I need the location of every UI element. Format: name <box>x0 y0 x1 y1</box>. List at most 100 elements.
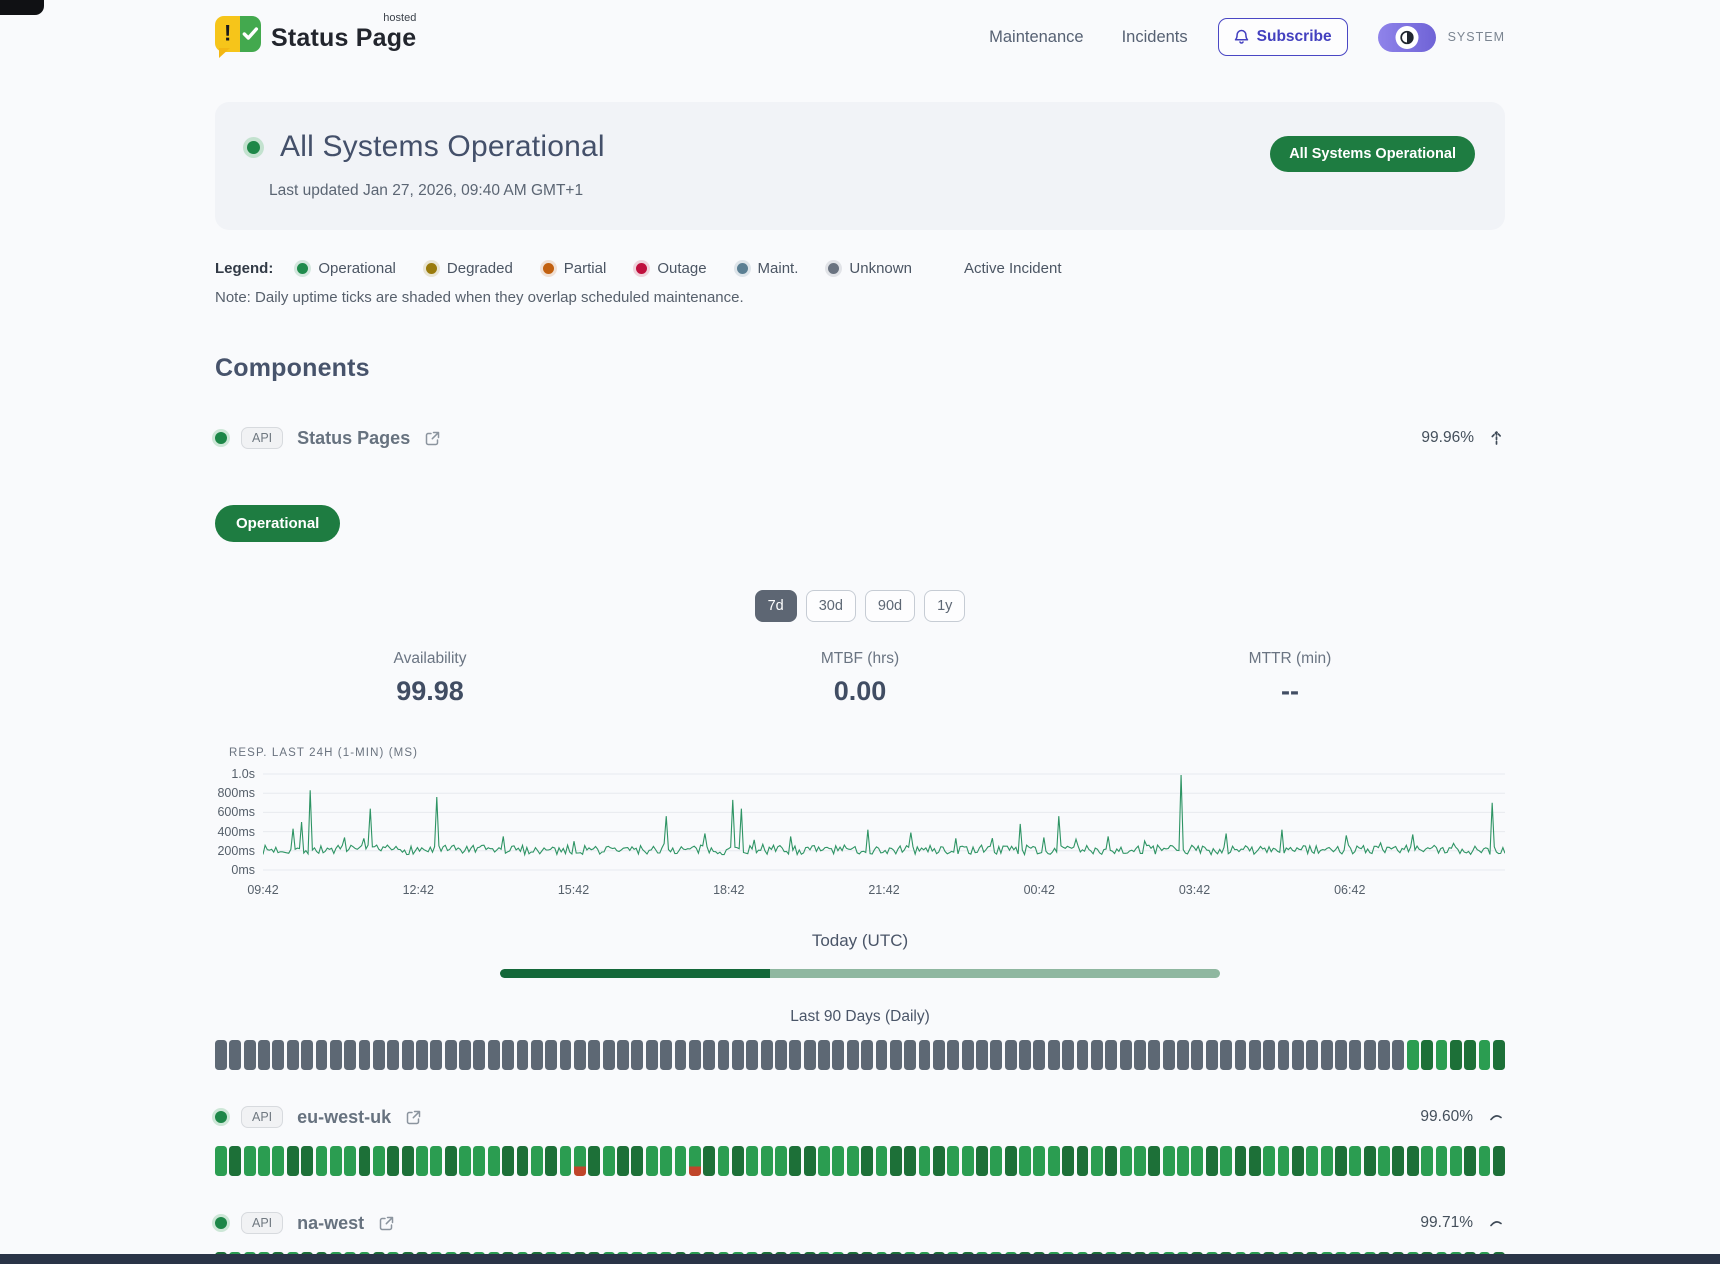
x-axis-label: 15:42 <box>557 883 590 897</box>
legend-item-partial: Partial <box>542 260 607 277</box>
legend-item-operational: Operational <box>297 260 396 277</box>
x-axis-label: 03:42 <box>1178 883 1211 897</box>
uptime-tick <box>444 1040 457 1070</box>
component-header[interactable]: API eu-west-uk 99.60% <box>215 1106 1505 1128</box>
range-selector: 7d 30d 90d 1y <box>215 590 1505 622</box>
uptime-tick <box>832 1146 845 1176</box>
overall-status-badge: All Systems Operational <box>1270 136 1475 172</box>
legend-dot <box>828 263 840 274</box>
uptime-tick <box>1263 1040 1276 1070</box>
collapse-arrow-icon[interactable] <box>1488 428 1505 448</box>
uptime-tick <box>301 1146 314 1176</box>
uptime-tick <box>559 1146 572 1176</box>
uptime-tick <box>1306 1146 1319 1176</box>
component-header[interactable]: API na-west 99.71% <box>215 1212 1505 1234</box>
uptime-tick <box>875 1040 888 1070</box>
overall-status-dot <box>247 140 260 154</box>
uptime-tick <box>1378 1040 1390 1070</box>
legend-item-label: Partial <box>563 260 607 277</box>
uptime-tick <box>329 1146 342 1176</box>
legend-dot <box>425 263 437 274</box>
external-link-icon[interactable] <box>424 430 441 447</box>
bubble-tail <box>219 48 230 58</box>
expand-chevron-icon[interactable] <box>1487 1110 1505 1124</box>
brand-superscript: hosted <box>383 12 417 24</box>
nav-link-incidents[interactable]: Incidents <box>1121 27 1188 46</box>
legend-item-maint: Maint. <box>736 260 799 277</box>
uptime-tick <box>990 1040 1003 1070</box>
uptime-tick <box>588 1040 601 1070</box>
component-status-dot <box>215 1111 227 1123</box>
uptime-tick <box>947 1040 960 1070</box>
uptime-tick <box>1320 1146 1333 1176</box>
component-status-pill: Operational <box>215 505 341 542</box>
legend-dot <box>542 263 554 274</box>
component-uptime: 99.71% <box>1420 1214 1473 1231</box>
y-axis-label: 800ms <box>217 786 255 801</box>
uptime-tick <box>760 1146 773 1176</box>
uptime-tick <box>660 1040 672 1070</box>
uptime-tick <box>961 1040 974 1070</box>
component-eu-west-uk: API eu-west-uk 99.60% <box>215 1106 1505 1176</box>
uptime-tick <box>315 1040 328 1070</box>
uptime-tick <box>459 1146 471 1176</box>
legend-item-label: Degraded <box>446 260 513 277</box>
nav-link-maintenance[interactable]: Maintenance <box>989 27 1084 46</box>
uptime-tick <box>430 1146 443 1176</box>
uptime-tick <box>545 1146 558 1176</box>
uptime-tick <box>1134 1146 1146 1176</box>
x-axis-label: 18:42 <box>713 883 745 897</box>
top-nav: Maintenance Incidents <box>989 28 1188 47</box>
external-link-icon[interactable] <box>405 1109 422 1126</box>
exclamation-icon: ! <box>223 20 232 46</box>
external-link-icon[interactable] <box>378 1215 395 1232</box>
uptime-tick <box>272 1040 285 1070</box>
legend-item-outage: Outage <box>636 260 707 277</box>
range-button-30d[interactable]: 30d <box>805 590 856 622</box>
component-name: Status Pages <box>297 427 411 448</box>
expand-chevron-icon[interactable] <box>1487 1216 1505 1230</box>
uptime-tick <box>487 1040 500 1070</box>
subscribe-button[interactable]: Subscribe <box>1217 18 1348 56</box>
component-header[interactable]: API Status Pages 99.96% <box>215 427 1505 449</box>
uptime-tick <box>1320 1040 1333 1070</box>
uptime-tick <box>602 1040 615 1070</box>
top-left-artifact <box>0 0 44 15</box>
uptime-tick <box>789 1040 802 1070</box>
uptime-tick <box>775 1040 787 1070</box>
uptime-tick <box>846 1040 859 1070</box>
uptime-tick <box>889 1040 902 1070</box>
legend-dot <box>636 263 648 274</box>
uptime-tick <box>1019 1040 1031 1070</box>
theme-toggle[interactable] <box>1377 22 1436 52</box>
uptime-tick <box>602 1146 615 1176</box>
uptime-tick <box>932 1040 945 1070</box>
component-type-badge: API <box>241 427 284 449</box>
bell-icon <box>1234 29 1248 44</box>
brand-title: Status Page <box>271 24 417 52</box>
range-button-90d[interactable]: 90d <box>864 590 916 622</box>
uptime-tick <box>502 1040 515 1070</box>
uptime-tick <box>1406 1040 1419 1070</box>
uptime-tick <box>990 1146 1003 1176</box>
last-updated-text: Last updated Jan 27, 2026, 09:40 AM GMT+… <box>269 182 584 199</box>
uptime-tick <box>215 1040 227 1070</box>
x-axis-label: 06:42 <box>1334 883 1366 897</box>
uptime-tick <box>1162 1146 1175 1176</box>
stat-value: 99.98 <box>396 676 464 706</box>
uptime-tick <box>243 1146 256 1176</box>
brand-logo[interactable]: ! Status Page hosted <box>215 12 417 58</box>
component-uptime: 99.96% <box>1421 429 1474 446</box>
range-button-1y[interactable]: 1y <box>924 590 966 622</box>
chart-y-axis: 1.0s 800ms 600ms 400ms 200ms 0ms <box>215 767 263 877</box>
today-label: Today (UTC) <box>811 931 909 950</box>
uptime-tick <box>473 1146 486 1176</box>
legend-item-label: Unknown <box>849 260 912 277</box>
uptime-tick <box>1119 1146 1132 1176</box>
uptime-tick <box>1105 1040 1118 1070</box>
uptime-tick <box>1277 1040 1290 1070</box>
legend-item-label: Maint. <box>757 260 799 277</box>
uptime-tick <box>301 1040 314 1070</box>
uptime-tick <box>1076 1146 1089 1176</box>
range-button-7d[interactable]: 7d <box>754 590 797 622</box>
